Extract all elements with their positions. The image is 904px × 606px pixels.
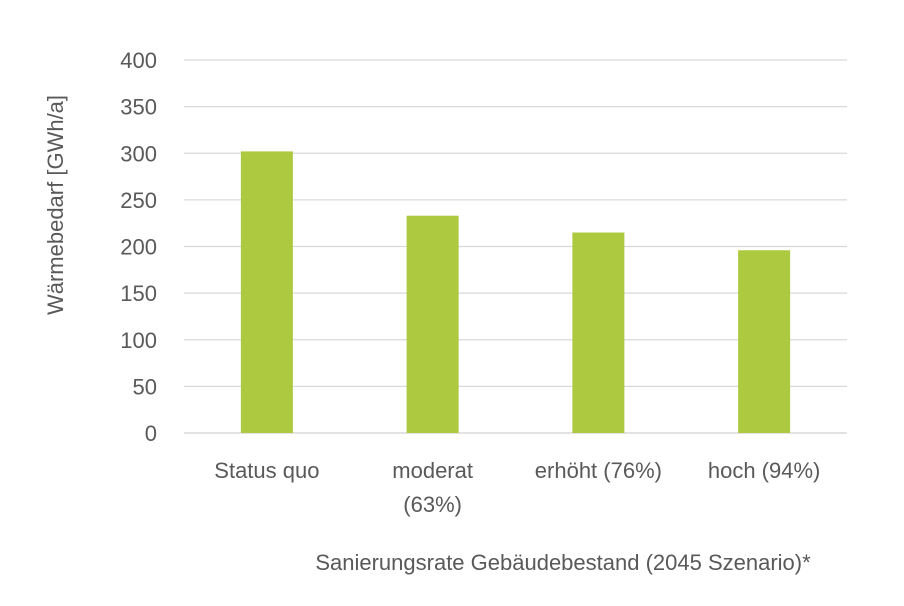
- x-axis-title: Sanierungsrate Gebäudebestand (2045 Szen…: [315, 550, 811, 575]
- y-tick-label: 200: [120, 235, 157, 260]
- x-tick-label: moderat: [392, 458, 473, 483]
- y-tick-label: 300: [120, 141, 157, 166]
- x-tick-label: (63%): [403, 492, 462, 517]
- bar: [738, 250, 791, 433]
- y-tick-label: 150: [120, 281, 157, 306]
- y-tick-label: 400: [120, 48, 157, 73]
- y-tick-label: 250: [120, 188, 157, 213]
- bar: [240, 151, 293, 433]
- bar: [572, 232, 625, 433]
- bar: [406, 215, 459, 433]
- y-tick-label: 0: [145, 421, 157, 446]
- y-axis-title: Wärmebedarf [GWh/a]: [43, 95, 68, 315]
- x-tick-label: erhöht (76%): [535, 458, 662, 483]
- y-tick-label: 50: [133, 374, 157, 399]
- x-tick-label: hoch (94%): [708, 458, 821, 483]
- y-tick-label: 350: [120, 95, 157, 120]
- y-tick-label: 100: [120, 328, 157, 353]
- x-tick-label: Status quo: [214, 458, 319, 483]
